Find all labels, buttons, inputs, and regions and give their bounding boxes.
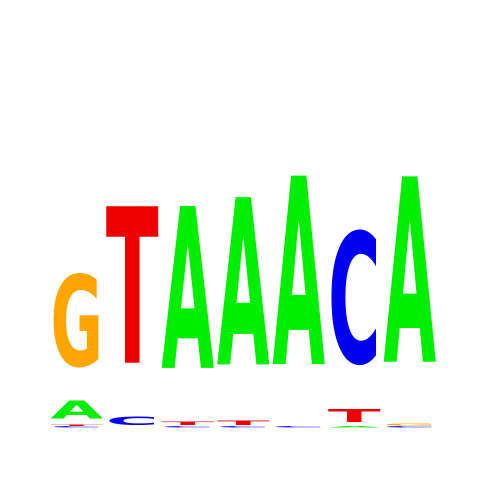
logo-letter-A-pos6: A — [328, 426, 382, 428]
logo-letter-C-pos6: C — [328, 197, 381, 406]
logo-letter-T-pos6: T — [328, 406, 381, 426]
logo-letter-C-pos4: C — [217, 426, 270, 428]
logo-letter-A-pos4: A — [217, 152, 270, 419]
logo-letter-C-pos7: C — [383, 426, 436, 428]
logo-letter-A-pos3: A — [161, 162, 214, 420]
logo-letter-C-pos1: C — [50, 426, 103, 428]
logo-letter-T-pos2: T — [106, 164, 159, 414]
logo-letter-A-pos7: A — [383, 125, 436, 421]
logo-letter-A-pos5: A — [272, 123, 325, 425]
logo-letter-A-pos1: A — [50, 396, 103, 425]
logo-letter-C-pos5: C — [272, 426, 325, 428]
logo-letter-C-pos2: C — [106, 414, 159, 428]
logo-letter-G-pos1: G — [50, 251, 103, 396]
logo-letter-T-pos3: T — [161, 421, 215, 426]
logo-letter-G-pos7: G — [383, 423, 436, 426]
logo-letter-T-pos4: T — [217, 419, 271, 426]
logo-letter-C-pos3: C — [161, 426, 214, 428]
